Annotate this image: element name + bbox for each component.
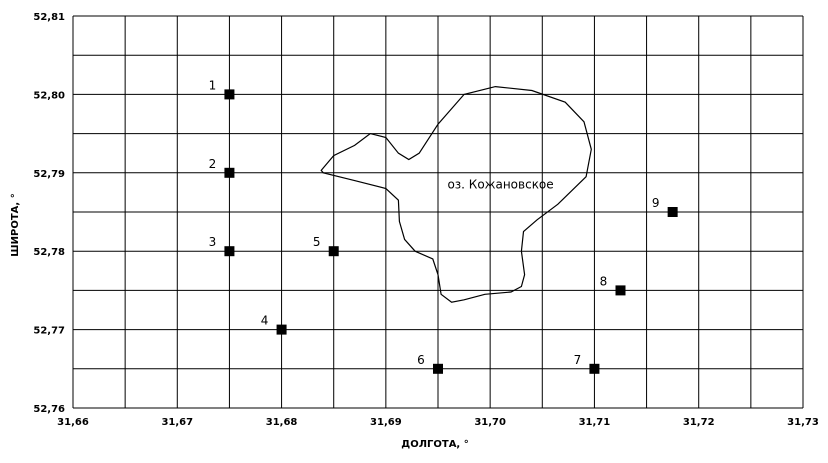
- lake-label: оз. Кожановское: [447, 178, 553, 192]
- point-marker-7: [589, 363, 600, 374]
- grid-layer: [72, 15, 804, 409]
- point-marker-9: [667, 207, 678, 217]
- point-marker-5: [328, 246, 339, 257]
- x-tick-label: 31,71: [579, 417, 611, 428]
- x-tick-label: 31,70: [474, 417, 506, 428]
- point-label-5: 5: [313, 235, 321, 249]
- point-marker-3: [224, 246, 235, 257]
- point-label-9: 9: [652, 196, 660, 210]
- point-layer: 1 2 3 4 5 6 7 8 9: [209, 78, 678, 374]
- x-tick-label: 31,66: [57, 417, 89, 428]
- point-label-6: 6: [417, 353, 425, 367]
- point-label-8: 8: [600, 274, 608, 288]
- y-tick-label: 52,78: [33, 247, 65, 258]
- x-tick-label: 31,67: [161, 417, 193, 428]
- point-marker-4: [276, 324, 287, 335]
- point-marker-6: [433, 363, 443, 374]
- y-tick-label: 52,79: [33, 169, 65, 180]
- lake-outline: [320, 85, 592, 303]
- point-label-3: 3: [209, 235, 217, 249]
- point-label-7: 7: [574, 353, 582, 367]
- x-tick-label: 31,73: [787, 417, 819, 428]
- x-tick-label: 31,68: [266, 417, 298, 428]
- y-tick-label: 52,81: [33, 12, 65, 23]
- point-label-2: 2: [209, 157, 217, 171]
- y-tick-label: 52,80: [33, 90, 65, 101]
- point-label-1: 1: [209, 78, 217, 92]
- y-tick-label: 52,76: [33, 404, 65, 415]
- tick-layer: 31,66 31,67 31,68 31,69 31,70 31,71 31,72 31,73…: [33, 12, 818, 428]
- point-marker-8: [615, 285, 626, 296]
- y-axis-title: ШИРОТА, °: [10, 193, 21, 256]
- x-axis-title: ДОЛГОТА, °: [401, 439, 468, 450]
- lake-layer: оз. Кожановское: [320, 85, 592, 303]
- point-marker-2: [224, 167, 235, 178]
- point-marker-1: [224, 89, 235, 100]
- x-tick-label: 31,69: [370, 417, 402, 428]
- y-tick-label: 52,77: [33, 326, 65, 337]
- x-tick-label: 31,72: [683, 417, 715, 428]
- point-label-4: 4: [261, 314, 269, 328]
